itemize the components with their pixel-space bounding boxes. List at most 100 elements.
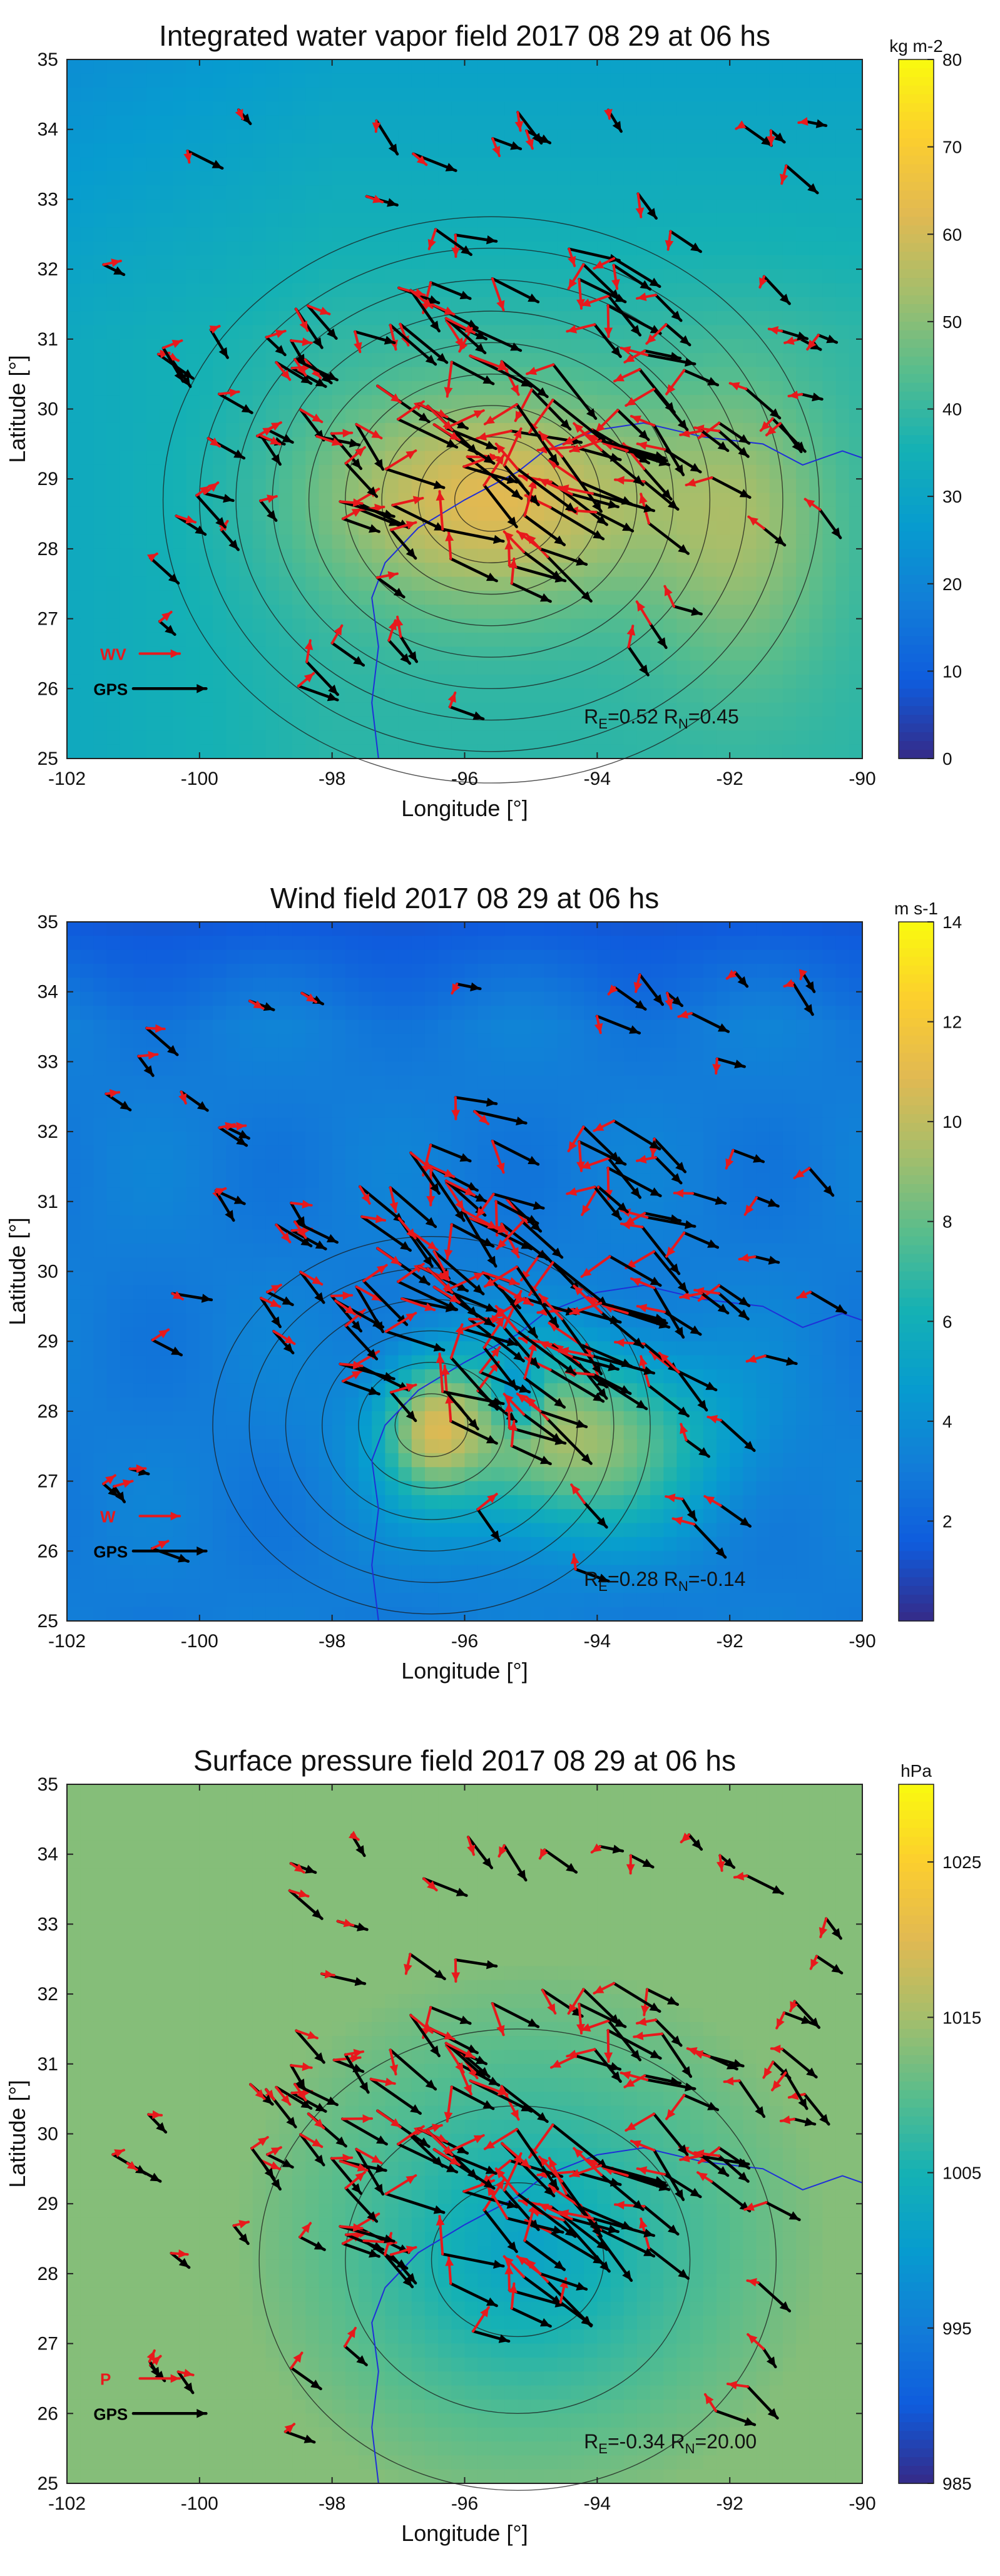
y-tick-label: 35 [38,912,58,933]
gps-arrow [482,1346,518,1391]
gps-arrow [186,149,224,170]
gps-arrow [800,392,824,402]
model-arrow [677,1010,693,1019]
model-arrow [645,323,668,345]
model-arrow [692,2050,711,2059]
model-arrow [342,507,363,520]
model-arrow [809,1955,819,1970]
model-arrow [514,111,524,132]
gps-arrow [793,2000,821,2029]
model-arrow [147,552,158,563]
model-arrow [550,2054,578,2069]
gps-arrow [665,323,691,347]
model-arrow [501,2142,531,2169]
gps-arrow [275,1223,313,1247]
model-arrow [178,1090,187,1105]
gps-arrow [562,2219,611,2273]
model-arrow [625,387,655,407]
colorbar-tick-label: 995 [942,2319,972,2338]
model-arrow [137,1051,159,1060]
model-arrow [412,152,428,166]
gps-arrow [299,1270,325,1304]
model-arrow [636,1304,666,1314]
gps-arrow [396,2142,459,2174]
gps-arrow [102,1482,120,1498]
colorbar-tick-label: 80 [942,50,962,69]
gps-arrow [232,2224,250,2246]
panel-1: Integrated water vapor field 2017 08 29 … [4,19,962,821]
arrow-legend: P GPS [93,2369,128,2423]
gps-arrow [429,1170,466,1222]
model-arrow [679,429,703,437]
gps-arrow [482,2209,518,2253]
x-tick-label: -92 [716,769,743,789]
gps-arrow [506,2217,564,2235]
model-arrow [476,429,513,441]
model-arrow [391,496,424,507]
y-tick-label: 33 [38,189,58,210]
model-arrow [428,1164,456,1178]
model-arrow [671,1516,696,1526]
gps-arrow [387,638,412,665]
gps-arrow [732,1148,765,1163]
gps-arrow [344,2186,379,2223]
gps-arrow [599,2228,656,2258]
x-tick-label: -98 [319,2493,345,2514]
gps-arrow [422,1877,468,1897]
gps-arrow [288,1889,324,1920]
coastline [371,1284,863,1622]
model-arrow [759,417,774,432]
gps-arrow [290,367,327,388]
gps-arrow [691,1192,727,1205]
gps-arrow [546,1418,593,1465]
model-arrow [469,354,509,371]
gps-arrow [669,230,702,253]
y-tick-label: 27 [38,2334,58,2354]
model-arrow [567,1988,585,2015]
model-arrow [445,319,465,349]
gps-arrow [596,2233,633,2282]
model-arrow [256,426,274,437]
model-arrow [461,1209,499,1230]
gps-arrow [612,257,661,289]
gps-arrow [293,2082,339,2107]
x-tick-label: -100 [181,769,218,789]
model-arrow [579,1157,610,1170]
gps-arrow [266,2153,294,2169]
colorbar-tick-label: 70 [942,138,962,157]
model-arrow [486,2185,509,2220]
model-arrow [767,326,783,335]
model-arrow [339,1361,364,1370]
model-arrow [344,446,366,465]
gps-arrow [570,2217,620,2234]
y-tick-label: 29 [38,469,58,489]
gps-arrow [700,2154,730,2177]
model-arrow [445,1393,454,1423]
gps-arrow [784,2071,809,2110]
gps-arrow [409,1953,446,1981]
gps-arrow [643,2205,680,2236]
model-arrow [369,2077,396,2087]
model-arrow [503,530,525,553]
model-arrow [436,2215,445,2256]
colorbar-label: kg m-2 [889,36,943,56]
gps-arrow [599,2174,645,2211]
model-arrow [626,1854,635,1875]
gps-arrow [355,2147,385,2196]
model-arrow [342,1369,363,1383]
gps-arrow [455,982,482,991]
gps-arrow [272,1329,295,1355]
model-arrow [441,1364,450,1394]
model-arrow [611,263,620,290]
gps-arrow [817,334,839,344]
model-arrow [758,275,768,289]
gps-arrow [714,2409,757,2426]
model-arrow [491,277,505,312]
model-arrow [409,2013,434,2034]
gps-arrow [755,1196,780,1208]
gps-arrow [454,233,498,245]
legend-model-label: W [100,1507,116,1526]
gps-arrow [530,388,572,431]
model-arrow [787,391,804,399]
gps-arrow [808,1167,835,1197]
